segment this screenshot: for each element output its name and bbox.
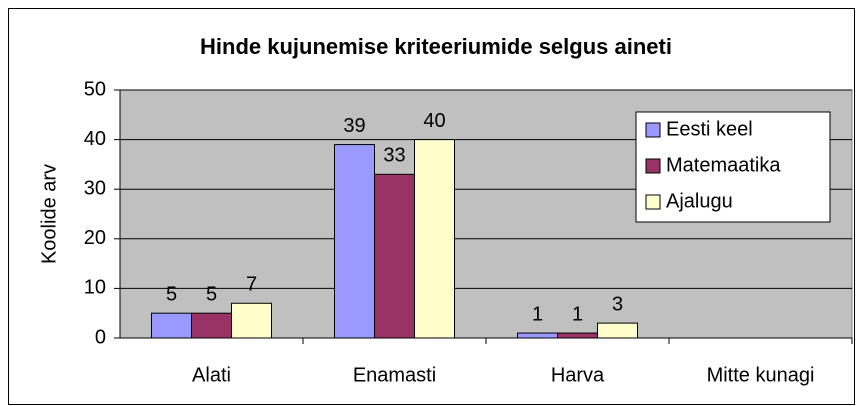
bar <box>191 312 232 339</box>
chart-title: Hinde kujunemise kriteeriumide selgus ai… <box>200 34 672 59</box>
y-tick-label: 0 <box>95 326 106 348</box>
x-tick-label: Mitte kunagi <box>707 364 815 386</box>
x-tick-label: Enamasti <box>353 364 436 386</box>
legend-label: Matemaatika <box>666 154 781 176</box>
y-axis-label: Koolide arv <box>38 164 60 264</box>
y-tick-label: 40 <box>84 128 106 150</box>
data-label: 33 <box>383 145 405 167</box>
bar <box>334 144 375 339</box>
legend-swatch <box>645 122 661 138</box>
bar <box>151 312 192 339</box>
data-label: 39 <box>343 115 365 137</box>
data-label: 7 <box>246 274 257 296</box>
bar <box>557 332 598 339</box>
data-label: 5 <box>166 283 177 305</box>
data-label: 1 <box>532 303 543 325</box>
y-tick-label: 30 <box>84 177 106 199</box>
bar <box>517 332 558 339</box>
bar <box>374 173 415 339</box>
data-label: 3 <box>612 293 623 315</box>
x-tick-label: Alati <box>192 364 231 386</box>
bar <box>597 322 638 339</box>
legend-swatch <box>645 194 661 210</box>
data-label: 5 <box>206 283 217 305</box>
y-tick-label: 20 <box>84 227 106 249</box>
legend <box>635 111 831 223</box>
data-label: 40 <box>423 110 445 132</box>
data-label: 1 <box>572 303 583 325</box>
bar <box>414 139 455 339</box>
legend-label: Eesti keel <box>666 118 753 140</box>
x-tick-label: Harva <box>551 364 605 386</box>
legend-swatch <box>645 158 661 174</box>
bar <box>231 302 272 339</box>
y-tick-label: 10 <box>84 277 106 299</box>
legend-label: Ajalugu <box>666 190 733 212</box>
y-tick-label: 50 <box>84 78 106 100</box>
